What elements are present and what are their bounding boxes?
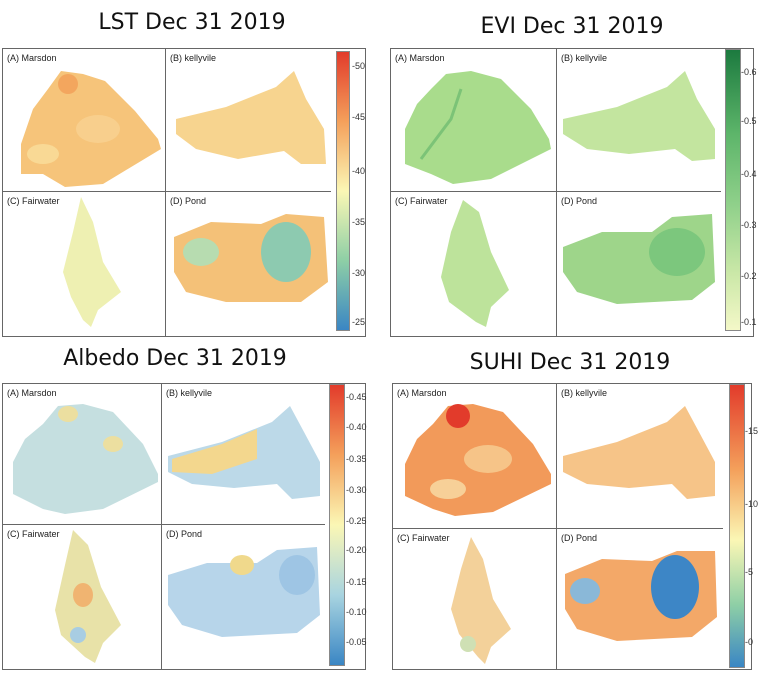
region-kellyvile	[563, 71, 715, 161]
colorbar-tick: -0.6	[741, 67, 757, 77]
panel-title-suhi: SUHI Dec 31 2019	[469, 350, 671, 375]
colorbar-tick: -0.2	[741, 271, 757, 281]
map-label-pond: (D) Pond	[166, 529, 203, 539]
region-kellyvile	[176, 71, 326, 164]
map-label-marsdon: (A) Marsdon	[397, 388, 447, 398]
map-cell-kellyvile: (B) kellyvile	[557, 384, 723, 528]
colorbar-tick: -0.15	[346, 577, 367, 587]
map-frame-lst: (A) Marsdon (B) kellyvile (C) Fairwater …	[2, 48, 366, 337]
map-label-fairwater: (C) Fairwater	[7, 196, 60, 206]
colorbar-tick: -40	[352, 166, 366, 176]
map-label-fairwater: (C) Fairwater	[7, 529, 60, 539]
map-label-fairwater: (C) Fairwater	[395, 196, 448, 206]
map-label-pond: (D) Pond	[170, 196, 207, 206]
panel-title-albedo: Albedo Dec 31 2019	[63, 346, 287, 371]
region-marsdon	[405, 71, 551, 184]
colorbar-tick: -0.10	[346, 607, 367, 617]
map-frame-evi: (A) Marsdon (B) kellyvile (C) Fairwater …	[390, 48, 757, 337]
map-cell-fairwater: (C) Fairwater	[3, 192, 165, 336]
map-cell-marsdon: (A) Marsdon	[3, 384, 161, 524]
colorbar-evi	[725, 49, 741, 331]
panel-title-lst: LST Dec 31 2019	[98, 10, 286, 35]
colorbar-tick: -5	[745, 567, 754, 577]
colorbar-tick: -0.3	[741, 220, 757, 230]
map-label-fairwater: (C) Fairwater	[397, 533, 450, 543]
map-cell-pond: (D) Pond	[557, 529, 723, 669]
colorbar-tick: -0.1	[741, 317, 757, 327]
map-cell-pond: (D) Pond	[162, 525, 325, 669]
colorbar-tick: -0	[745, 637, 754, 647]
map-label-kellyvile: (B) kellyvile	[166, 388, 213, 398]
map-cell-pond: (D) Pond	[557, 192, 721, 336]
map-cell-pond: (D) Pond	[166, 192, 331, 336]
colorbar-tick: -0.45	[346, 392, 367, 402]
region-kellyvile	[563, 406, 715, 499]
colorbar-albedo	[329, 384, 345, 666]
region-marsdon	[13, 404, 158, 514]
colorbar-tick: -35	[352, 217, 366, 227]
map-label-marsdon: (A) Marsdon	[7, 53, 57, 63]
map-cell-kellyvile: (B) kellyvile	[166, 49, 331, 191]
map-frame-albedo: (A) Marsdon (B) kellyvile (C) Fairwater …	[2, 383, 367, 670]
colorbar-tick: -0.05	[346, 637, 367, 647]
map-label-kellyvile: (B) kellyvile	[561, 53, 608, 63]
map-label-pond: (D) Pond	[561, 196, 598, 206]
map-cell-kellyvile: (B) kellyvile	[557, 49, 721, 191]
map-label-pond: (D) Pond	[561, 533, 598, 543]
colorbar-suhi	[729, 384, 745, 668]
colorbar-tick: -0.4	[741, 169, 757, 179]
map-cell-marsdon: (A) Marsdon	[393, 384, 556, 528]
colorbar-tick: -45	[352, 112, 366, 122]
map-cell-fairwater: (C) Fairwater	[391, 192, 556, 336]
map-cell-fairwater: (C) Fairwater	[3, 525, 161, 669]
colorbar-tick: -0.35	[346, 454, 367, 464]
map-label-marsdon: (A) Marsdon	[395, 53, 445, 63]
colorbar-tick: -0.30	[346, 485, 367, 495]
map-label-kellyvile: (B) kellyvile	[170, 53, 217, 63]
colorbar-tick: -0.20	[346, 545, 367, 555]
panel-title-evi: EVI Dec 31 2019	[480, 14, 664, 39]
region-fairwater	[451, 537, 511, 664]
colorbar-tick: -15	[745, 426, 759, 436]
colorbar-tick: -50	[352, 61, 366, 71]
colorbar-tick: -25	[352, 317, 366, 327]
map-cell-fairwater: (C) Fairwater	[393, 529, 556, 669]
region-fairwater	[441, 200, 509, 327]
map-cell-kellyvile: (B) kellyvile	[162, 384, 325, 524]
colorbar-tick: -0.5	[741, 116, 757, 126]
colorbar-tick: -0.40	[346, 422, 367, 432]
map-cell-marsdon: (A) Marsdon	[3, 49, 165, 191]
map-frame-suhi: (A) Marsdon (B) kellyvile (C) Fairwater …	[392, 383, 758, 670]
region-fairwater	[63, 197, 121, 327]
colorbar-lst	[336, 51, 350, 331]
map-label-marsdon: (A) Marsdon	[7, 388, 57, 398]
map-label-kellyvile: (B) kellyvile	[561, 388, 608, 398]
colorbar-tick: -0.25	[346, 516, 367, 526]
map-cell-marsdon: (A) Marsdon	[391, 49, 556, 191]
colorbar-tick: -10	[745, 499, 759, 509]
colorbar-tick: -30	[352, 268, 366, 278]
